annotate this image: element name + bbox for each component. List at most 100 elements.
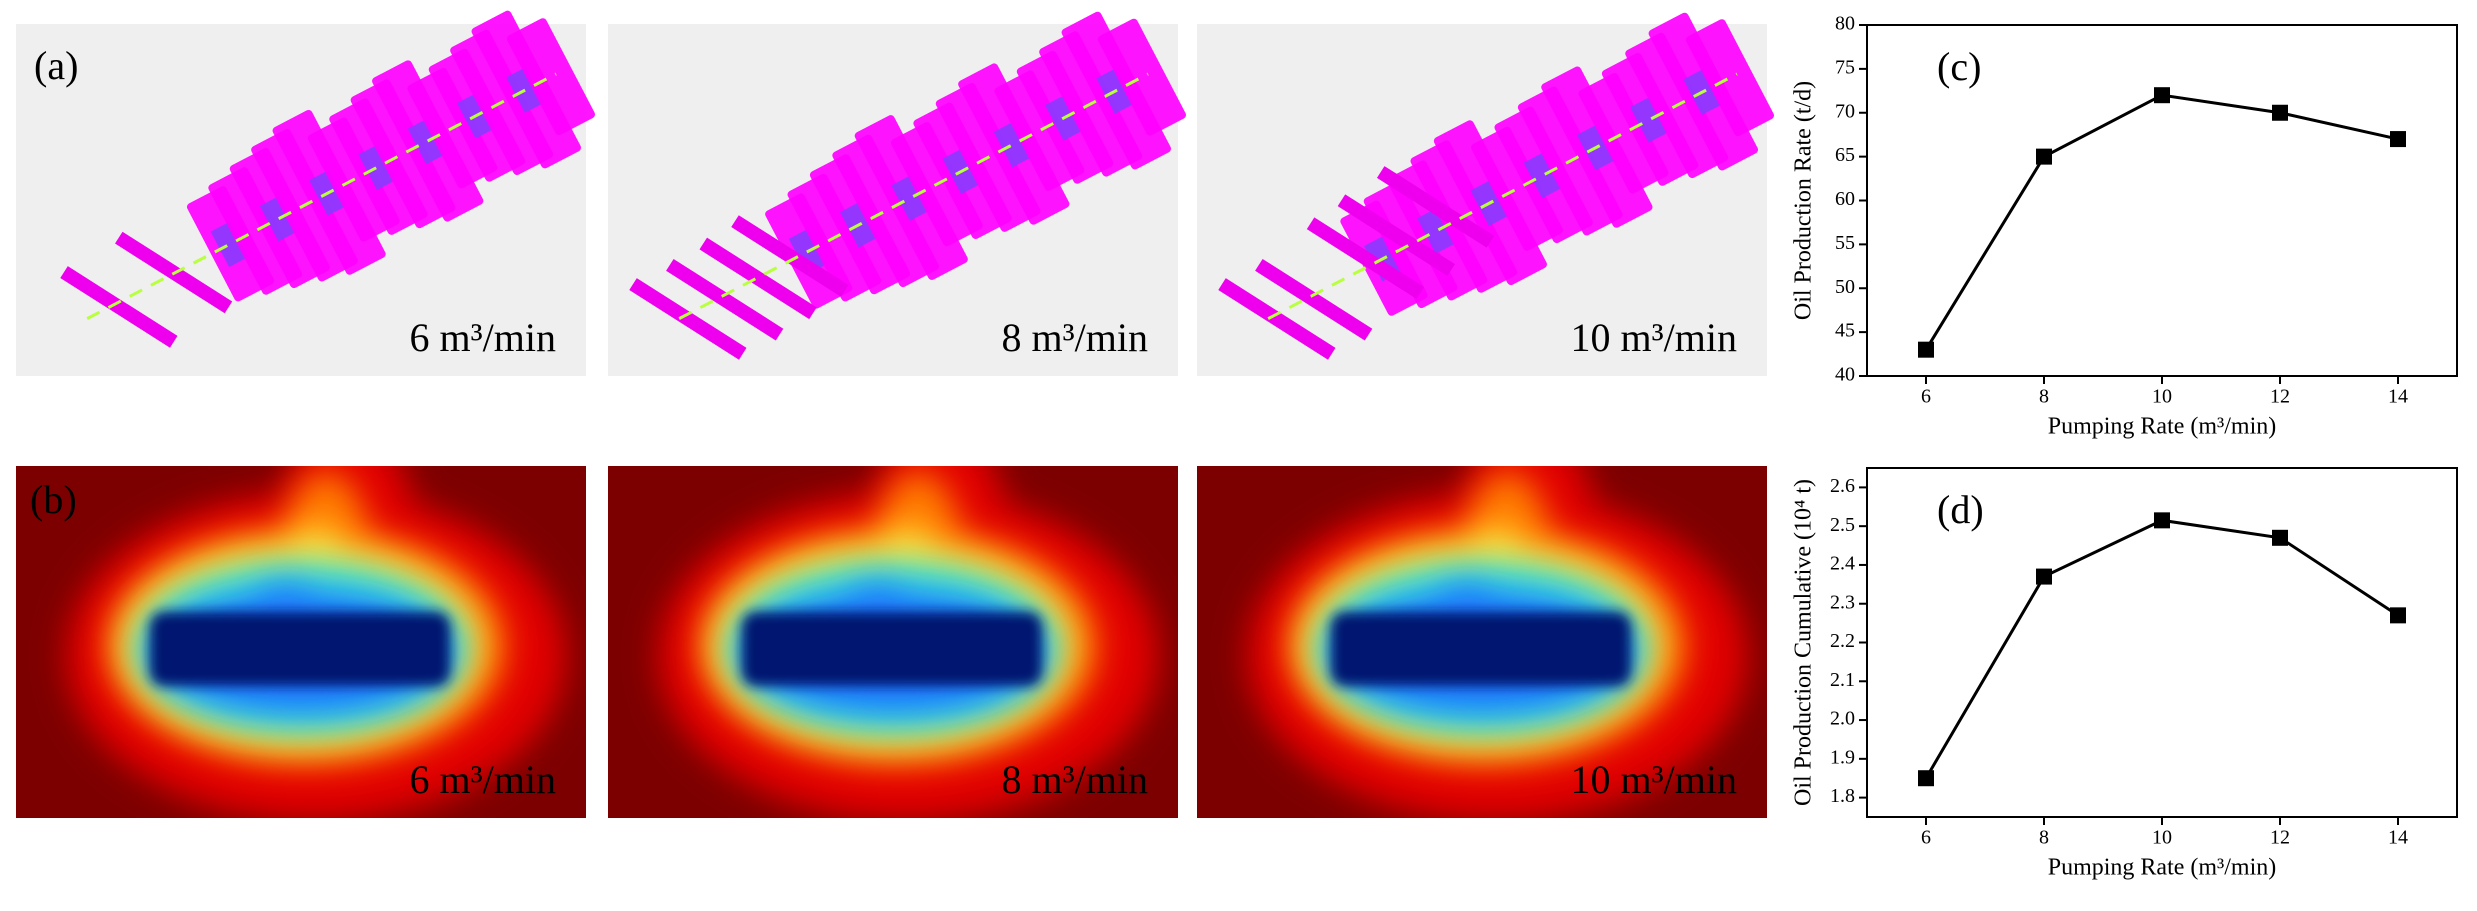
chart-label: (c)	[1937, 44, 1981, 89]
y-tick-label: 50	[1835, 276, 1855, 298]
y-tick-label: 65	[1835, 144, 1855, 166]
heatmap-layers	[16, 466, 586, 818]
fracture-core	[993, 121, 1032, 168]
fracture-stripe	[666, 258, 784, 341]
data-marker	[2390, 131, 2406, 148]
x-axis-label: Pumping Rate (m³/min)	[2048, 414, 2277, 440]
fracture-stripe	[699, 237, 817, 320]
fracture-wing	[506, 18, 595, 136]
heatmap-image	[608, 466, 1178, 818]
fracture-stripe	[731, 215, 849, 297]
fracture-stripe	[1218, 278, 1336, 360]
y-tick-label: 2.2	[1830, 630, 1855, 652]
y-axis-label: Oil Production Cumulative (10⁴ t)	[1791, 479, 1817, 806]
heat-core-rect	[742, 612, 1042, 686]
data-line	[1924, 518, 2399, 779]
fracture-stripe	[1337, 194, 1455, 276]
image-caption: 6 m³/min	[410, 315, 556, 360]
y-tick-label: 40	[1835, 364, 1855, 386]
x-tick-label: 6	[1921, 386, 1931, 408]
fracture-image	[608, 11, 1186, 376]
y-tick-label: 45	[1835, 320, 1855, 342]
data-marker	[2036, 148, 2052, 165]
fracture-core	[506, 67, 545, 113]
y-tick-label: 2.0	[1830, 708, 1855, 730]
image-caption: 10 m³/min	[1571, 757, 1737, 802]
fracture-stripe	[60, 266, 178, 348]
heat-core-rect	[1331, 612, 1631, 686]
fracture-axis	[1218, 12, 1774, 360]
y-tick-label: 1.9	[1830, 746, 1855, 768]
fracture-wing	[1471, 126, 1563, 251]
heatmap-layers	[1197, 466, 1767, 818]
fracture-wing	[1685, 19, 1774, 137]
x-tick-label: 6	[1921, 827, 1931, 849]
data-marker	[2036, 568, 2052, 585]
fracture-image	[1197, 12, 1774, 376]
y-axis-label: Oil Production Rate (t/d)	[1791, 81, 1817, 320]
x-axis-label: Pumping Rate (m³/min)	[2048, 855, 2277, 881]
fracture-stripe	[1306, 217, 1425, 299]
wellbore	[1267, 72, 1738, 320]
data-marker	[2272, 529, 2288, 546]
x-tick-label: 8	[2039, 386, 2049, 408]
data-marker	[1918, 341, 1934, 358]
fracture-stripe	[1255, 258, 1373, 341]
image-caption: 10 m³/min	[1571, 315, 1737, 360]
wellbore	[678, 72, 1149, 320]
x-tick-label: 10	[2152, 827, 2172, 849]
fracture-core	[1417, 208, 1456, 254]
panel-label: (b)	[30, 477, 77, 522]
x-tick-label: 12	[2270, 827, 2290, 849]
heat-core	[150, 612, 450, 686]
y-tick-label: 75	[1835, 56, 1855, 78]
heat-core-rect	[150, 612, 450, 686]
x-tick-label: 14	[2388, 827, 2408, 849]
y-tick-label: 2.1	[1830, 669, 1855, 691]
panel-label: (a)	[34, 43, 78, 88]
fracture-wing	[832, 134, 939, 288]
y-tick-label: 55	[1835, 232, 1855, 254]
image-caption: 6 m³/min	[410, 757, 556, 802]
fracture-wing	[1097, 18, 1186, 136]
fracture-axis	[629, 11, 1186, 360]
fracture-core	[1523, 152, 1562, 199]
image-caption: 8 m³/min	[1002, 757, 1148, 802]
y-tick-label: 60	[1835, 188, 1855, 210]
image-caption: 8 m³/min	[1002, 315, 1148, 360]
data-marker	[2154, 87, 2170, 104]
x-tick-label: 8	[2039, 827, 2049, 849]
fracture-wing	[1578, 73, 1669, 194]
heatmap-image	[1197, 466, 1767, 818]
x-tick-label: 14	[2388, 386, 2408, 408]
fracture-core	[407, 118, 446, 165]
fracture-core	[210, 221, 249, 268]
heatmap-layers	[608, 466, 1178, 818]
x-tick-label: 12	[2270, 386, 2290, 408]
fracture-core	[891, 175, 930, 221]
y-tick-label: 2.5	[1830, 514, 1855, 536]
fracture-image	[16, 10, 595, 376]
data-marker	[2272, 104, 2288, 121]
y-tick-label: 2.3	[1830, 591, 1855, 613]
wellbore	[86, 72, 557, 320]
chart-label: (d)	[1937, 487, 1984, 532]
heat-core	[1331, 612, 1631, 686]
heatmap-image	[16, 466, 586, 818]
x-tick-label: 10	[2152, 386, 2172, 408]
data-line	[1924, 93, 2399, 351]
data-marker	[2390, 607, 2406, 624]
fracture-axis	[60, 10, 595, 348]
y-tick-label: 1.8	[1830, 785, 1855, 807]
heat-core	[742, 612, 1042, 686]
fracture-core	[1630, 97, 1669, 143]
fracture-stripe	[1376, 166, 1495, 248]
data-marker	[2154, 512, 2170, 529]
y-tick-label: 80	[1835, 13, 1855, 35]
data-marker	[1918, 770, 1934, 787]
fracture-stripe	[629, 278, 747, 360]
fracture-wing	[994, 70, 1085, 191]
y-tick-label: 70	[1835, 100, 1855, 122]
y-tick-label: 2.6	[1830, 475, 1855, 497]
